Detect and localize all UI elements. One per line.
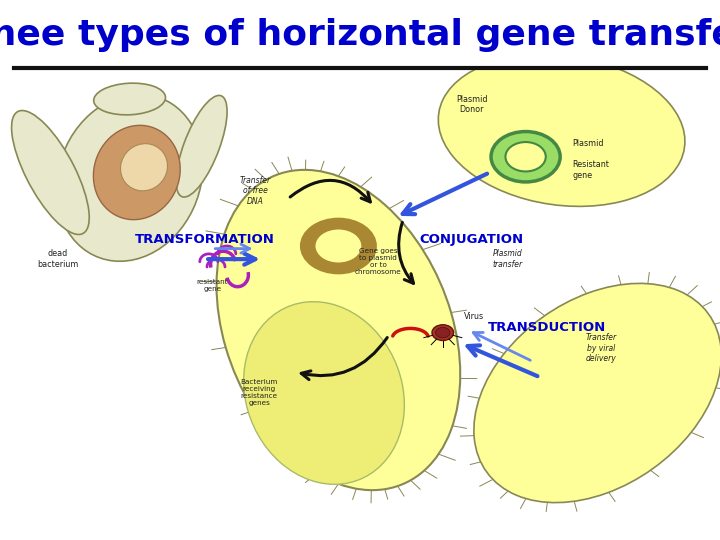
Circle shape — [505, 142, 546, 172]
Ellipse shape — [120, 144, 168, 191]
Text: Plasmid
transfer: Plasmid transfer — [492, 249, 523, 269]
Text: TRANSDUCTION: TRANSDUCTION — [488, 321, 606, 334]
Circle shape — [432, 325, 454, 341]
Ellipse shape — [57, 94, 202, 261]
Ellipse shape — [217, 170, 460, 490]
Ellipse shape — [243, 302, 405, 484]
Circle shape — [491, 132, 560, 182]
Circle shape — [301, 219, 376, 273]
Ellipse shape — [474, 284, 720, 503]
Ellipse shape — [12, 111, 89, 234]
Ellipse shape — [94, 125, 180, 220]
Text: Gene goes
to plasmid
or to
chromosome: Gene goes to plasmid or to chromosome — [355, 248, 401, 275]
Text: Bacterium
receiving
resistance
genes: Bacterium receiving resistance genes — [240, 380, 278, 407]
Ellipse shape — [438, 55, 685, 206]
Text: resistant
gene: resistant gene — [197, 279, 228, 292]
Text: Virus: Virus — [464, 312, 485, 321]
Circle shape — [436, 327, 450, 338]
Text: Plasmid: Plasmid — [572, 139, 604, 148]
Text: Plasmid
Donor: Plasmid Donor — [456, 94, 487, 114]
Text: Transfer
of free
DNA: Transfer of free DNA — [240, 176, 271, 206]
Ellipse shape — [94, 83, 166, 115]
Text: TRANSFORMATION: TRANSFORMATION — [135, 233, 275, 246]
Text: CONJUGATION: CONJUGATION — [420, 233, 523, 246]
Text: Thee types of horizontal gene transfer: Thee types of horizontal gene transfer — [0, 18, 720, 52]
Text: dead
bacterium: dead bacterium — [37, 249, 78, 269]
Text: Transfer
by viral
delivery: Transfer by viral delivery — [585, 334, 617, 363]
Circle shape — [315, 228, 362, 264]
Text: Resistant
gene: Resistant gene — [572, 160, 609, 180]
Ellipse shape — [176, 96, 227, 197]
